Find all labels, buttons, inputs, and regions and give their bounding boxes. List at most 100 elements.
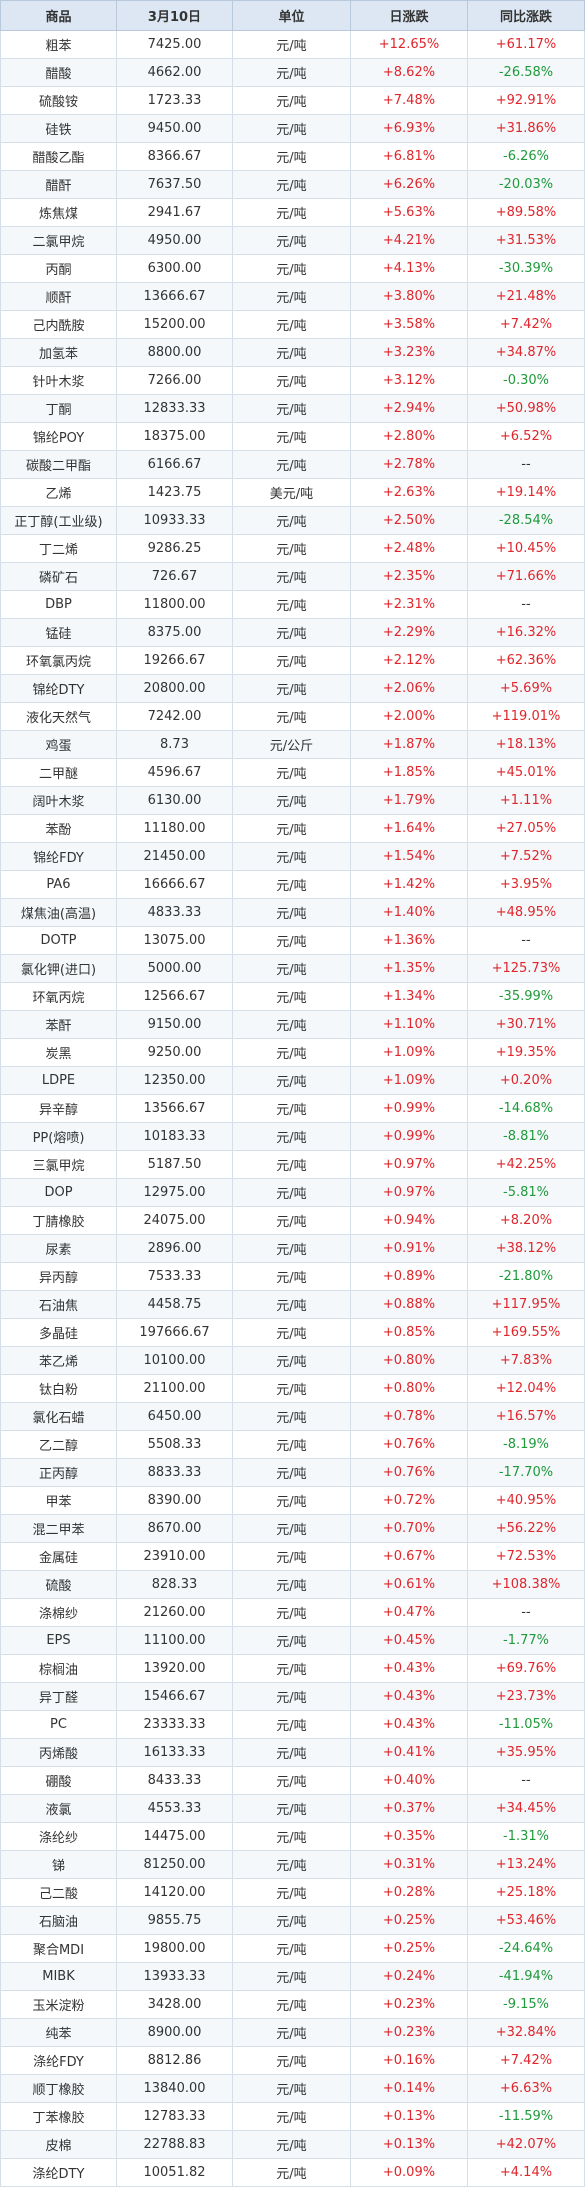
commodity-name-cell: 混二甲苯 bbox=[0, 1514, 117, 1543]
table-row: PC 23333.33 元/吨 +0.43% -11.05% bbox=[0, 1710, 585, 1739]
price-cell: 9450.00 bbox=[116, 114, 233, 143]
unit-cell: 元/吨 bbox=[232, 842, 351, 871]
yoy-change-cell: +7.42% bbox=[467, 2046, 585, 2075]
daily-change-cell: +0.78% bbox=[350, 1402, 468, 1431]
commodity-name-cell: 炼焦煤 bbox=[0, 198, 117, 227]
yoy-change-cell: +16.32% bbox=[467, 618, 585, 647]
unit-cell: 元/吨 bbox=[232, 1094, 351, 1123]
daily-change-cell: +6.26% bbox=[350, 170, 468, 199]
unit-cell: 元/吨 bbox=[232, 506, 351, 535]
daily-change-cell: +3.80% bbox=[350, 282, 468, 311]
daily-change-cell: +12.65% bbox=[350, 30, 468, 59]
table-row: 加氢苯 8800.00 元/吨 +3.23% +34.87% bbox=[0, 338, 585, 367]
table-header: 商品 3月10日 单位 日涨跌 同比涨跌 bbox=[0, 0, 585, 31]
unit-cell: 元/吨 bbox=[232, 1598, 351, 1627]
yoy-change-cell: +5.69% bbox=[467, 674, 585, 703]
yoy-change-cell: -24.64% bbox=[467, 1934, 585, 1963]
yoy-change-cell: +12.04% bbox=[467, 1374, 585, 1403]
commodity-name-cell: LDPE bbox=[0, 1066, 117, 1095]
unit-cell: 元/吨 bbox=[232, 898, 351, 927]
table-row: 粗苯 7425.00 元/吨 +12.65% +61.17% bbox=[0, 30, 585, 59]
table-row: 丁酮 12833.33 元/吨 +2.94% +50.98% bbox=[0, 394, 585, 423]
commodity-name-cell: 棕榈油 bbox=[0, 1654, 117, 1683]
daily-change-cell: +0.14% bbox=[350, 2074, 468, 2103]
price-cell: 8670.00 bbox=[116, 1514, 233, 1543]
daily-change-cell: +0.89% bbox=[350, 1262, 468, 1291]
price-cell: 197666.67 bbox=[116, 1318, 233, 1347]
table-row: 丙酮 6300.00 元/吨 +4.13% -30.39% bbox=[0, 254, 585, 283]
price-cell: 13566.67 bbox=[116, 1094, 233, 1123]
unit-cell: 元/吨 bbox=[232, 2046, 351, 2075]
yoy-change-cell: +169.55% bbox=[467, 1318, 585, 1347]
table-row: 锦纶FDY 21450.00 元/吨 +1.54% +7.52% bbox=[0, 842, 585, 871]
commodity-name-cell: 己内酰胺 bbox=[0, 310, 117, 339]
price-cell: 11800.00 bbox=[116, 590, 233, 619]
unit-cell: 元/吨 bbox=[232, 1290, 351, 1319]
commodity-name-cell: 锦纶POY bbox=[0, 422, 117, 451]
header-yoy-change: 同比涨跌 bbox=[467, 0, 585, 31]
daily-change-cell: +0.45% bbox=[350, 1626, 468, 1655]
commodity-name-cell: 甲苯 bbox=[0, 1486, 117, 1515]
price-cell: 4662.00 bbox=[116, 58, 233, 87]
unit-cell: 元/吨 bbox=[232, 1794, 351, 1823]
commodity-name-cell: 鸡蛋 bbox=[0, 730, 117, 759]
table-row: 硼酸 8433.33 元/吨 +0.40% -- bbox=[0, 1766, 585, 1795]
unit-cell: 元/吨 bbox=[232, 1738, 351, 1767]
price-cell: 16666.67 bbox=[116, 870, 233, 899]
header-row: 商品 3月10日 单位 日涨跌 同比涨跌 bbox=[0, 0, 585, 31]
daily-change-cell: +1.09% bbox=[350, 1038, 468, 1067]
yoy-change-cell: -8.81% bbox=[467, 1122, 585, 1151]
table-row: 硫酸铵 1723.33 元/吨 +7.48% +92.91% bbox=[0, 86, 585, 115]
commodity-name-cell: 丁酮 bbox=[0, 394, 117, 423]
table-row: LDPE 12350.00 元/吨 +1.09% +0.20% bbox=[0, 1066, 585, 1095]
price-cell: 8812.86 bbox=[116, 2046, 233, 2075]
table-row: 苯乙烯 10100.00 元/吨 +0.80% +7.83% bbox=[0, 1346, 585, 1375]
price-cell: 8366.67 bbox=[116, 142, 233, 171]
yoy-change-cell: +34.45% bbox=[467, 1794, 585, 1823]
daily-change-cell: +0.09% bbox=[350, 2158, 468, 2187]
unit-cell: 元/吨 bbox=[232, 1458, 351, 1487]
unit-cell: 元/吨 bbox=[232, 1066, 351, 1095]
commodity-name-cell: 乙烯 bbox=[0, 478, 117, 507]
table-row: 纯苯 8900.00 元/吨 +0.23% +32.84% bbox=[0, 2018, 585, 2047]
price-cell: 7425.00 bbox=[116, 30, 233, 59]
yoy-change-cell: +72.53% bbox=[467, 1542, 585, 1571]
yoy-change-cell: +31.86% bbox=[467, 114, 585, 143]
price-cell: 13920.00 bbox=[116, 1654, 233, 1683]
table-row: 石脑油 9855.75 元/吨 +0.25% +53.46% bbox=[0, 1906, 585, 1935]
commodity-name-cell: 皮棉 bbox=[0, 2130, 117, 2159]
yoy-change-cell: -20.03% bbox=[467, 170, 585, 199]
daily-change-cell: +1.09% bbox=[350, 1066, 468, 1095]
table-row: 异辛醇 13566.67 元/吨 +0.99% -14.68% bbox=[0, 1094, 585, 1123]
commodity-name-cell: DBP bbox=[0, 590, 117, 619]
unit-cell: 元/吨 bbox=[232, 58, 351, 87]
price-cell: 1423.75 bbox=[116, 478, 233, 507]
price-cell: 12566.67 bbox=[116, 982, 233, 1011]
daily-change-cell: +0.97% bbox=[350, 1178, 468, 1207]
daily-change-cell: +0.70% bbox=[350, 1514, 468, 1543]
daily-change-cell: +0.37% bbox=[350, 1794, 468, 1823]
daily-change-cell: +3.12% bbox=[350, 366, 468, 395]
price-cell: 9250.00 bbox=[116, 1038, 233, 1067]
daily-change-cell: +3.23% bbox=[350, 338, 468, 367]
commodity-name-cell: PP(熔喷) bbox=[0, 1122, 117, 1151]
table-row: 正丁醇(工业级) 10933.33 元/吨 +2.50% -28.54% bbox=[0, 506, 585, 535]
table-row: 醋酸 4662.00 元/吨 +8.62% -26.58% bbox=[0, 58, 585, 87]
table-row: 煤焦油(高温) 4833.33 元/吨 +1.40% +48.95% bbox=[0, 898, 585, 927]
commodity-name-cell: PA6 bbox=[0, 870, 117, 899]
price-cell: 3428.00 bbox=[116, 1990, 233, 2019]
table-row: 炭黑 9250.00 元/吨 +1.09% +19.35% bbox=[0, 1038, 585, 1067]
daily-change-cell: +2.50% bbox=[350, 506, 468, 535]
price-cell: 8.73 bbox=[116, 730, 233, 759]
daily-change-cell: +0.23% bbox=[350, 2018, 468, 2047]
table-row: EPS 11100.00 元/吨 +0.45% -1.77% bbox=[0, 1626, 585, 1655]
yoy-change-cell: +1.11% bbox=[467, 786, 585, 815]
yoy-change-cell: -6.26% bbox=[467, 142, 585, 171]
commodity-name-cell: 顺丁橡胶 bbox=[0, 2074, 117, 2103]
yoy-change-cell: -26.58% bbox=[467, 58, 585, 87]
daily-change-cell: +0.41% bbox=[350, 1738, 468, 1767]
commodity-name-cell: 二甲醚 bbox=[0, 758, 117, 787]
yoy-change-cell: -28.54% bbox=[467, 506, 585, 535]
table-row: 碳酸二甲酯 6166.67 元/吨 +2.78% -- bbox=[0, 450, 585, 479]
yoy-change-cell: +13.24% bbox=[467, 1850, 585, 1879]
